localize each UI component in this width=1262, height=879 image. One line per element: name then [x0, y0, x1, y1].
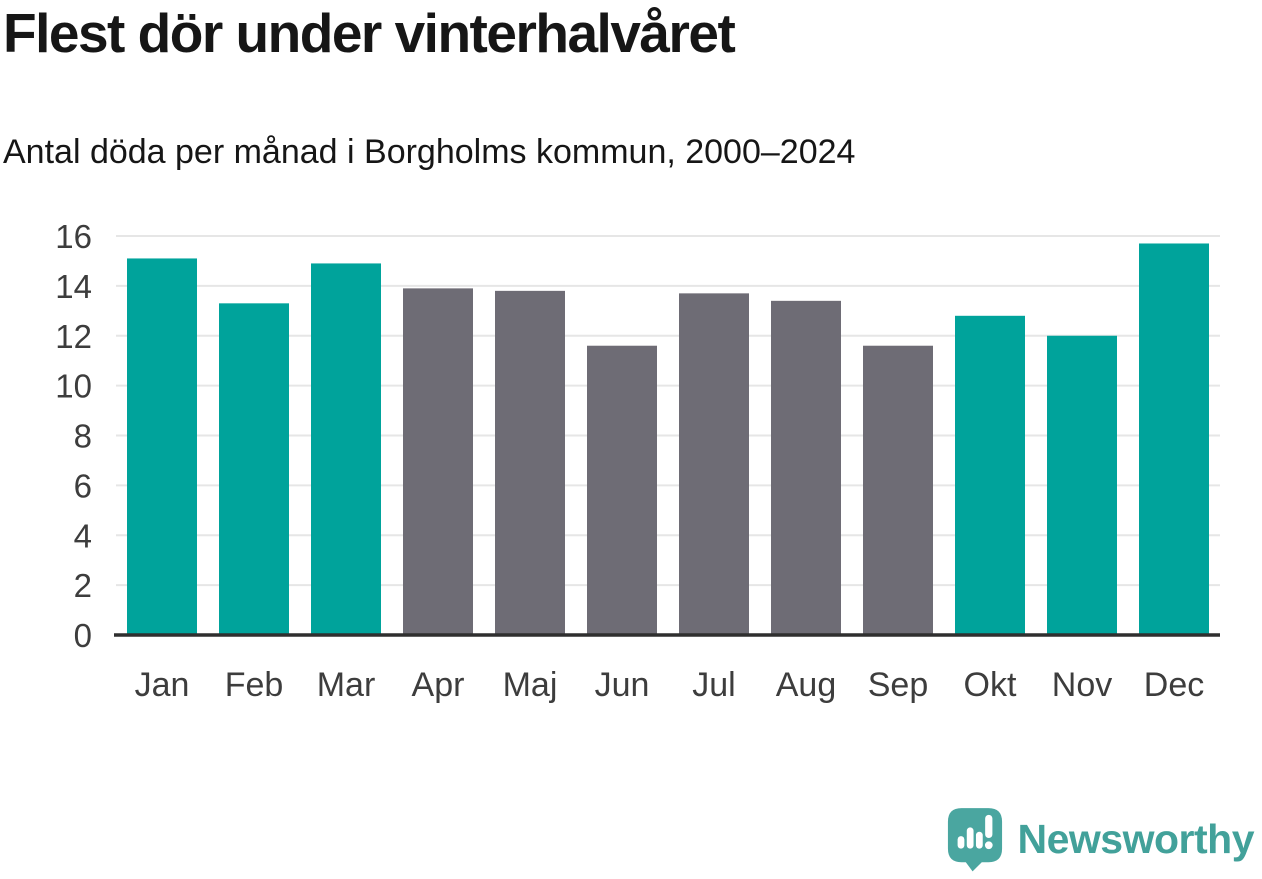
x-label-dec: Dec	[1144, 666, 1204, 704]
x-label-jun: Jun	[595, 666, 650, 704]
chart-subtitle: Antal döda per månad i Borgholms kommun,…	[3, 133, 856, 171]
bar-sep	[863, 345, 933, 635]
x-label-feb: Feb	[225, 666, 284, 704]
y-tick-label-6: 6	[74, 467, 92, 504]
newsworthy-logo-icon	[947, 808, 1002, 872]
logo-mini-bar-1	[957, 836, 964, 849]
y-tick-label-2: 2	[74, 567, 92, 604]
chart-title: Flest dör under vinterhalvåret	[3, 2, 736, 64]
bar-okt	[955, 315, 1025, 635]
logo-mini-bar-2	[966, 827, 974, 849]
bar-chart: 0 2 4 6 8 10 12 14 16 Jan Feb Mar Apr Maj Jun Jul Aug Sep…	[55, 218, 1220, 704]
x-label-aug: Aug	[776, 666, 837, 704]
x-label-nov: Nov	[1052, 666, 1112, 704]
bar-apr	[403, 288, 473, 635]
y-tick-label-10: 10	[55, 368, 92, 405]
x-label-okt: Okt	[964, 666, 1017, 704]
x-label-apr: Apr	[412, 666, 465, 704]
x-label-mar: Mar	[317, 666, 376, 704]
bar-jul	[679, 293, 749, 635]
logo-exclamation-dot	[984, 841, 993, 850]
brand-name: Newsworthy	[1017, 815, 1255, 862]
y-tick-label-0: 0	[74, 617, 92, 654]
x-label-maj: Maj	[503, 666, 558, 704]
bar-feb	[219, 303, 289, 635]
bar-dec	[1139, 243, 1209, 635]
logo-mini-bar-3	[975, 831, 983, 849]
x-label-jan: Jan	[135, 666, 190, 704]
y-tick-label-4: 4	[74, 517, 92, 554]
y-tick-label-12: 12	[55, 318, 92, 355]
y-tick-label-16: 16	[55, 218, 92, 255]
bar-aug	[771, 300, 841, 635]
y-tick-label-14: 14	[55, 268, 92, 305]
bar-maj	[495, 290, 565, 635]
logo-exclamation-bar	[984, 814, 992, 839]
x-label-jul: Jul	[692, 666, 735, 704]
bar-jun	[587, 345, 657, 635]
bar-mar	[311, 263, 381, 635]
speech-bubble-shape	[947, 808, 1002, 872]
bar-jan	[127, 258, 197, 635]
bar-nov	[1047, 335, 1117, 635]
brand-footer: Newsworthy	[946, 806, 1255, 872]
x-label-sep: Sep	[868, 666, 929, 704]
y-tick-label-8: 8	[74, 418, 92, 455]
